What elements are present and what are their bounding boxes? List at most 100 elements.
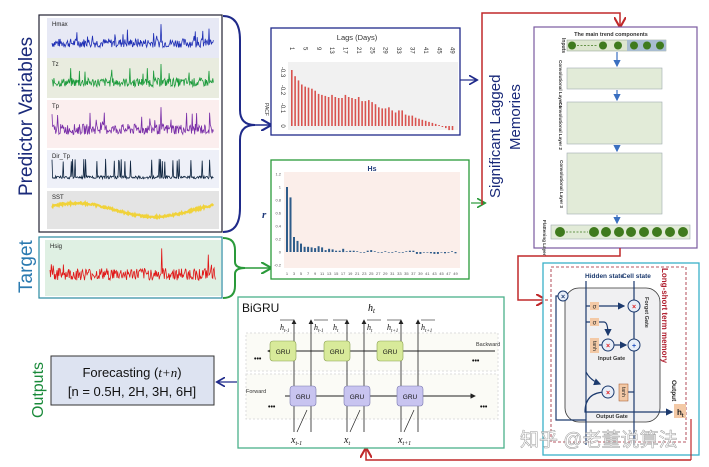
pacf-chart-title: Lags (Days) — [337, 33, 378, 42]
cnn-layer-1 — [566, 67, 663, 90]
acf-bar — [300, 243, 302, 252]
acf-x-tick-label: 37 — [411, 271, 416, 276]
panel-label: Hmax — [52, 22, 68, 28]
acf-x-tick-label: 49 — [453, 271, 458, 276]
hs-acf-chart: 1.210.80.60.40.20-0.21 3 5 7 9 11 13 15 17 19 21 23… — [274, 172, 458, 277]
acf-bar — [401, 252, 404, 253]
cell-state-label: Cell state — [622, 273, 651, 280]
memories-label: Memories — [507, 84, 524, 150]
input-arrow — [296, 409, 308, 433]
gru-label: GRU — [296, 394, 311, 401]
pacf-bar — [301, 84, 303, 126]
panel-background — [47, 58, 219, 98]
acf-x-tick-label: 11 — [320, 271, 325, 276]
acf-bar — [331, 249, 334, 252]
pacf-bar — [378, 107, 380, 126]
acf-x-tick-label: 43 — [432, 271, 437, 276]
pacf-y-tick-label: -0.2 — [279, 85, 285, 96]
hidden-state-var: h — [367, 323, 371, 332]
forget-mult-op: × — [632, 304, 636, 311]
input-label-sub: t+1 — [402, 441, 411, 447]
pacf-bar — [304, 86, 306, 126]
output-label: Output — [670, 380, 677, 402]
time-series-line — [51, 158, 214, 181]
lag-to-cnn-connector — [481, 12, 620, 205]
acf-bar — [398, 252, 401, 253]
output-gate-label: Output Gate — [596, 414, 628, 420]
acf-bar — [349, 250, 352, 252]
pacf-x-tick-label: 25 — [368, 47, 374, 54]
pacf-x-tick-label: 21 — [355, 47, 361, 54]
pacf-bar — [344, 94, 347, 126]
forecast-horizons: [n = 0.5H, 2H, 3H, 6H] — [68, 384, 196, 399]
pacf-bar — [414, 117, 417, 126]
flatten-node — [665, 227, 675, 237]
pacf-chart: 1 5 9 13 17 21 25 29 33 37 41 45 49 -0.3 -0.2 -0.1 0 — [279, 47, 455, 131]
input-label-var: x — [290, 435, 296, 446]
pacf-x-tick-label: 33 — [395, 47, 401, 54]
cnn-layer-3-label: Convolutional Layer 3 — [559, 160, 564, 208]
pacf-bar — [445, 126, 447, 129]
acf-bar — [391, 252, 394, 253]
hs-acf-title: Hs — [368, 166, 377, 173]
cnn-layer-1-label: Convolutional Layer 1 — [558, 60, 563, 108]
hidden-state-label: ht — [367, 323, 373, 334]
flatten-node — [601, 227, 611, 237]
acf-y-tick-label: 1 — [279, 185, 282, 190]
cell-add-op: + — [632, 343, 636, 350]
pacf-bar — [314, 90, 316, 126]
pacf-bar — [364, 101, 367, 126]
acf-x-tick-label: 29 — [383, 271, 388, 276]
panel-background — [47, 100, 219, 148]
pacf-bar — [421, 119, 424, 126]
flatten-node — [652, 227, 662, 237]
panel-label: Hsig — [50, 244, 62, 250]
acf-bar — [286, 187, 288, 252]
acf-x-tick-label: 27 — [376, 271, 381, 276]
flatten-node — [639, 227, 649, 237]
acf-bar — [370, 250, 373, 252]
acf-y-tick-label: 0.4 — [275, 224, 281, 229]
pacf-bar — [294, 76, 296, 126]
gru-label: GRU — [350, 394, 365, 401]
pacf-x-tick-label: 13 — [328, 47, 334, 54]
pacf-plot-area — [288, 62, 458, 130]
input-arrow — [349, 409, 361, 433]
acf-x-tick-label: 25 — [369, 271, 374, 276]
acf-x-tick-label: 19 — [348, 271, 353, 276]
hidden-state-var: h — [333, 323, 337, 332]
acf-bar — [451, 251, 453, 252]
lstm-gate-ops: × × × + × — [557, 290, 641, 399]
hidden-state-sub: t — [371, 329, 373, 334]
flatten-node — [678, 227, 688, 237]
pacf-bar — [361, 101, 363, 126]
cnn-inputs-label: Inputs — [560, 38, 566, 53]
flatten-node — [589, 227, 599, 237]
acf-bar — [366, 250, 369, 252]
acf-bar — [444, 252, 446, 254]
panel-label: Dir_Tp — [52, 154, 71, 160]
acf-bar — [363, 252, 366, 253]
hidden-state-sub: t — [337, 329, 339, 334]
target-label: Target — [16, 239, 37, 293]
backward-label: Backward — [476, 342, 500, 348]
outputs-label: Outputs — [30, 362, 47, 418]
pacf-bar — [331, 94, 333, 126]
pacf-bar — [431, 122, 434, 126]
acf-x-tick-label: 1 — [286, 271, 289, 276]
input-label-sub: t-1 — [295, 441, 302, 447]
tanh-input: tanh — [591, 341, 597, 351]
input-label: xt — [343, 435, 350, 447]
pacf-bar — [351, 98, 353, 126]
panel-label: SST — [52, 195, 64, 201]
pacf-bar — [434, 123, 437, 126]
ht-output: ht — [677, 408, 684, 419]
target-panel: Hsig — [45, 240, 221, 296]
hidden-state-label: ht-1 — [280, 323, 290, 334]
input-label: xt-1 — [290, 435, 302, 447]
pacf-bar — [368, 100, 370, 126]
pacf-bar — [384, 108, 387, 126]
pacf-bar — [357, 97, 360, 126]
pacf-y-tick-label: -0.3 — [279, 67, 285, 78]
acf-x-tick-label: 45 — [439, 271, 444, 276]
